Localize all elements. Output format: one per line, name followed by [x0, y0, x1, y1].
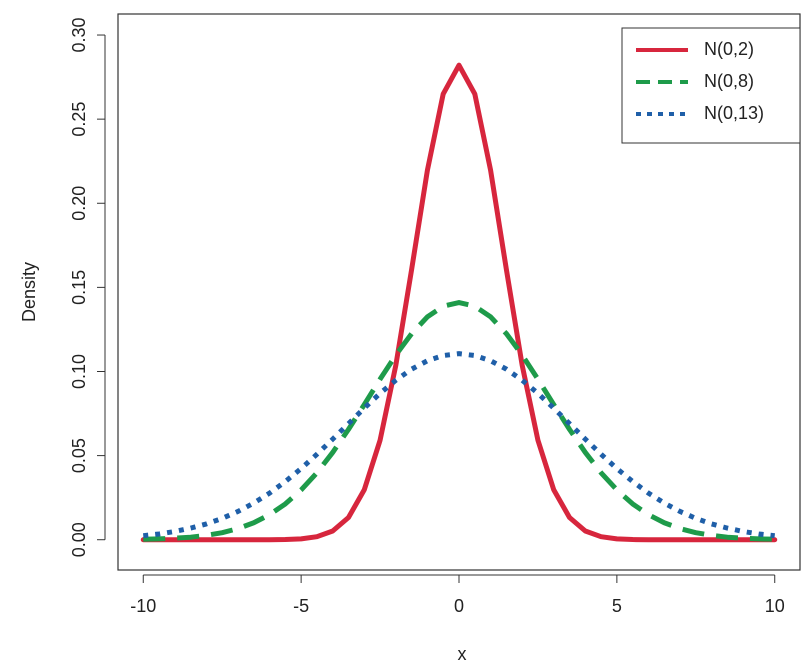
x-tick-label: -5 [293, 596, 309, 616]
x-tick-label: 10 [765, 596, 785, 616]
y-tick-label: 0.20 [69, 186, 89, 221]
legend-label: N(0,2) [704, 39, 754, 59]
y-tick-label: 0.05 [69, 438, 89, 473]
plot-frame [117, 13, 801, 571]
y-tick-label: 0.25 [69, 102, 89, 137]
x-axis-label: x [458, 644, 467, 664]
legend-label: N(0,13) [704, 103, 764, 123]
series-line [140, 62, 778, 543]
series-line [143, 300, 775, 542]
y-tick-label: 0.10 [69, 354, 89, 389]
y-axis-label: Density [19, 262, 39, 322]
x-tick-label: 0 [454, 596, 464, 616]
legend-box [621, 27, 801, 144]
y-tick-label: 0.30 [69, 18, 89, 53]
x-tick-label: -10 [130, 596, 156, 616]
y-tick-label: 0.00 [69, 522, 89, 557]
legend-label: N(0,8) [704, 71, 754, 91]
series-line [142, 351, 776, 539]
x-tick-label: 5 [612, 596, 622, 616]
y-tick-label: 0.15 [69, 270, 89, 305]
legend: N(0,2) N(0,8) N(0,13) [621, 27, 801, 144]
